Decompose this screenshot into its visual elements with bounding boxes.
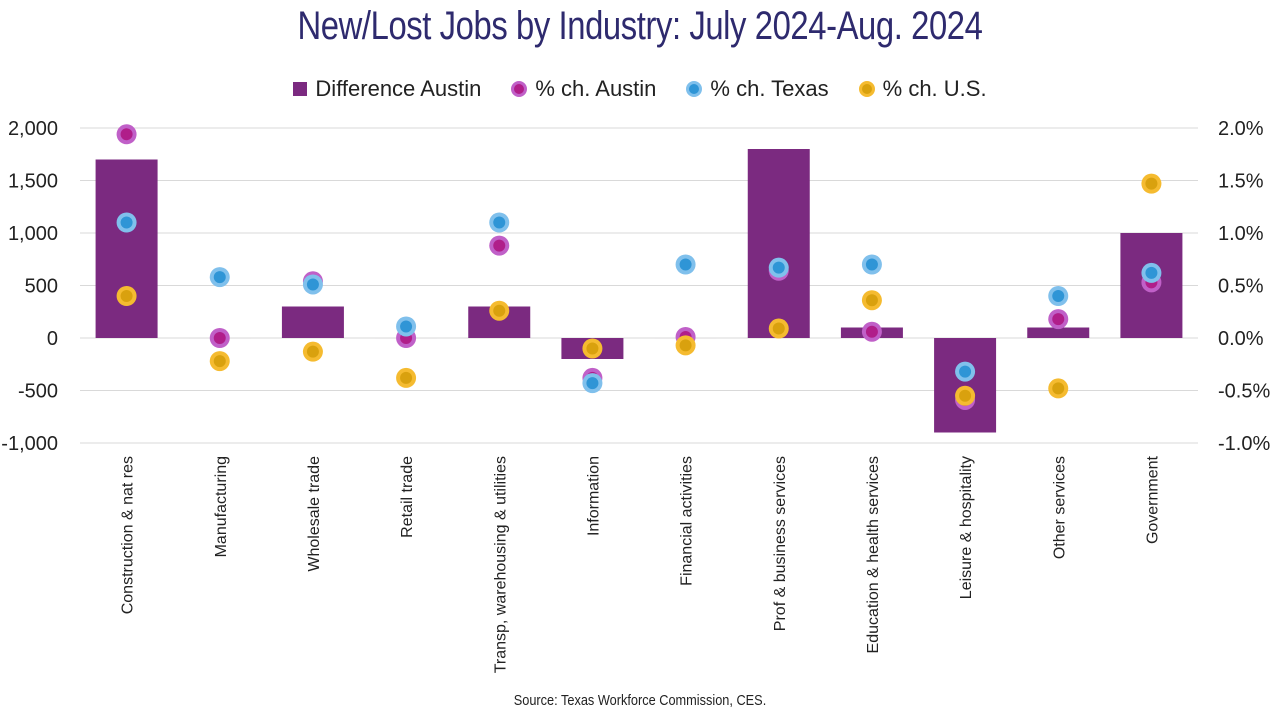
category-label: Information	[585, 456, 602, 536]
point-ch-austin	[1048, 309, 1069, 330]
point-ch-u-s	[582, 338, 603, 359]
point-ch-texas	[582, 373, 603, 394]
point-ch-texas	[955, 361, 976, 382]
point-ch-u-s	[768, 318, 789, 339]
point-ch-texas	[1048, 286, 1069, 306]
left-tick-label: -500	[18, 381, 58, 403]
category-label: Financial activities	[679, 456, 696, 586]
right-tick-label: 1.5%	[1218, 171, 1264, 193]
point-ch-texas	[302, 274, 323, 295]
point-ch-u-s	[1048, 378, 1069, 399]
legend-item-pct-austin: % ch. Austin	[511, 76, 656, 102]
legend: Difference Austin % ch. Austin % ch. Tex…	[0, 76, 1280, 102]
bar-difference-austin	[747, 149, 810, 338]
point-ch-u-s	[675, 335, 696, 356]
category-label: Education & health services	[865, 456, 882, 653]
legend-item-pct-texas: % ch. Texas	[686, 76, 829, 102]
point-ch-u-s	[489, 300, 510, 321]
point-ch-u-s	[302, 341, 323, 362]
legend-label: % ch. Austin	[535, 76, 657, 101]
category-label: Transp, warehousing & utilities	[492, 456, 509, 673]
left-tick-label: 2,000	[8, 118, 58, 140]
legend-label: Difference Austin	[315, 76, 482, 101]
point-ch-austin	[209, 328, 230, 348]
category-label: Construction & nat res	[120, 456, 137, 614]
point-ch-texas	[489, 212, 510, 233]
right-tick-label: 1.0%	[1218, 223, 1264, 245]
point-ch-austin	[861, 321, 882, 342]
point-ch-austin	[489, 235, 510, 256]
point-ch-u-s	[209, 351, 230, 372]
left-tick-label: 0	[47, 328, 58, 350]
legend-swatch	[293, 82, 308, 96]
point-ch-u-s	[1141, 173, 1162, 194]
legend-swatch	[511, 81, 528, 97]
point-ch-texas	[396, 316, 417, 337]
category-label: Prof & business services	[772, 456, 789, 631]
category-label: Retail trade	[399, 456, 416, 538]
point-ch-texas	[209, 267, 230, 288]
point-ch-texas	[675, 254, 696, 275]
left-tick-label: 1,500	[8, 171, 58, 193]
category-label: Leisure & hospitality	[958, 456, 975, 599]
point-ch-texas	[1141, 262, 1162, 283]
point-ch-u-s	[955, 385, 976, 406]
legend-swatch	[858, 81, 875, 97]
point-ch-u-s	[116, 286, 137, 306]
bar-difference-austin	[934, 338, 997, 433]
right-tick-label: 0.5%	[1218, 276, 1264, 298]
category-label: Other services	[1051, 456, 1068, 559]
legend-swatch	[686, 81, 703, 97]
legend-item-pct-us: % ch. U.S.	[858, 76, 987, 102]
source-note: Source: Texas Workforce Commission, CES.	[513, 692, 767, 709]
category-label: Manufacturing	[213, 456, 230, 557]
chart-title: New/Lost Jobs by Industry: July 2024-Aug…	[297, 4, 983, 48]
point-ch-texas	[861, 254, 882, 275]
legend-label: % ch. Texas	[710, 76, 829, 101]
category-label: Government	[1144, 455, 1161, 544]
right-tick-label: 0.0%	[1218, 328, 1264, 350]
point-ch-texas	[116, 212, 137, 233]
right-tick-label: -0.5%	[1218, 381, 1270, 403]
left-tick-label: 1,000	[8, 223, 58, 245]
bar-difference-austin	[281, 306, 344, 338]
left-tick-label: 500	[25, 276, 58, 298]
point-ch-austin	[116, 124, 137, 145]
point-ch-u-s	[396, 367, 417, 388]
bar-difference-austin	[95, 159, 158, 338]
right-tick-label: 2.0%	[1218, 118, 1264, 140]
point-ch-texas	[768, 257, 789, 278]
legend-item-difference-austin: Difference Austin	[293, 76, 481, 102]
right-tick-label: -1.0%	[1218, 433, 1270, 455]
category-label: Wholesale trade	[306, 456, 323, 572]
bar-difference-austin	[1027, 327, 1090, 338]
left-tick-label: -1,000	[1, 433, 58, 455]
chart-plot: 2,000 1,500 1,000 500 0 -500 -1,000 2.0% 1.5% 1.0…	[1, 118, 1270, 673]
point-ch-u-s	[861, 290, 882, 311]
legend-label: % ch. U.S.	[882, 76, 987, 101]
